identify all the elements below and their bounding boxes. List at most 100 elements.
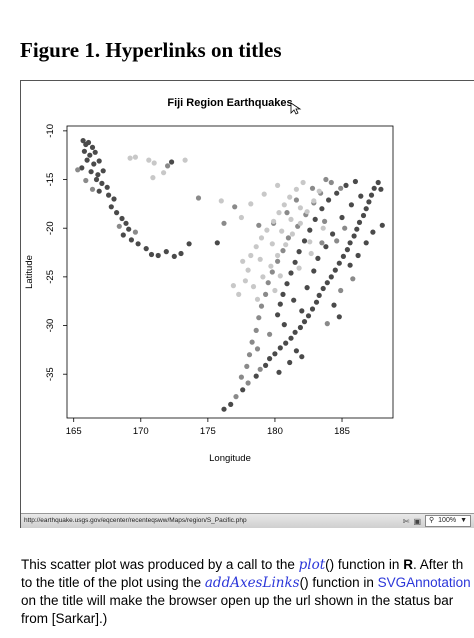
data-point <box>275 258 281 264</box>
data-point <box>304 209 310 215</box>
data-point <box>340 253 346 259</box>
data-point <box>351 233 357 239</box>
data-point <box>244 363 250 369</box>
data-point <box>319 240 325 246</box>
data-point <box>344 247 350 253</box>
data-point <box>99 180 105 186</box>
data-point <box>88 169 94 175</box>
data-point <box>182 157 188 163</box>
data-point <box>75 167 81 173</box>
caption-text: to the title of the plot using the <box>21 575 205 590</box>
x-tick-label: 180 <box>267 426 283 437</box>
data-point <box>245 267 251 273</box>
data-point <box>83 177 89 184</box>
data-point <box>236 291 242 297</box>
data-point <box>256 315 262 321</box>
data-point <box>338 287 344 294</box>
data-point <box>301 319 308 325</box>
data-point <box>316 292 322 298</box>
data-point <box>106 192 112 198</box>
data-point <box>296 249 302 255</box>
data-point <box>288 216 294 222</box>
x-tick-label: 185 <box>334 426 350 437</box>
data-point <box>343 182 349 188</box>
data-point <box>95 172 101 178</box>
data-point <box>277 301 283 307</box>
data-point <box>275 182 281 188</box>
data-point <box>143 246 149 252</box>
data-point <box>250 284 257 290</box>
data-point <box>338 185 344 191</box>
data-point <box>280 248 286 254</box>
data-point <box>85 139 92 146</box>
data-point <box>272 287 278 294</box>
data-point <box>358 193 364 199</box>
data-point <box>163 249 169 255</box>
data-point <box>285 235 291 241</box>
data-point <box>313 299 320 305</box>
data-point <box>269 241 275 247</box>
zoom-icon: ⚲ <box>429 517 435 524</box>
data-point <box>155 252 161 259</box>
data-point <box>366 199 372 205</box>
data-point <box>126 226 132 232</box>
data-point <box>277 273 283 279</box>
data-point <box>242 278 248 284</box>
data-point <box>307 227 313 233</box>
data-point <box>178 250 184 257</box>
data-point <box>267 331 273 337</box>
data-point <box>360 212 367 219</box>
data-point <box>248 201 254 207</box>
x-tick-label: 165 <box>66 426 82 437</box>
data-point <box>256 222 262 228</box>
data-point <box>322 218 328 224</box>
data-point <box>279 228 285 234</box>
caption-text: () function in <box>325 557 404 572</box>
chart-title[interactable]: Fiji Region Earthquakes <box>167 97 292 109</box>
data-point <box>299 354 305 360</box>
function-link-plot[interactable]: plot <box>298 557 326 573</box>
data-point <box>293 197 299 203</box>
zoom-select[interactable]: ⚲ 100% ▼ <box>425 515 471 527</box>
data-point <box>264 227 270 233</box>
data-point <box>186 241 192 247</box>
data-point <box>331 302 337 308</box>
data-point <box>284 210 290 216</box>
data-point <box>283 242 289 248</box>
data-point <box>260 274 266 280</box>
x-tick-label: 175 <box>200 426 216 437</box>
scatter-plot: Fiji Region Earthquakes 165 170 175 180 185 … <box>24 97 394 464</box>
data-point <box>132 154 138 160</box>
points-layer <box>75 138 385 412</box>
data-point <box>253 373 259 379</box>
function-link-addaxeslinks[interactable]: addAxesLinks <box>204 575 300 591</box>
y-axis-label: Latitude <box>24 255 35 289</box>
image-icon[interactable]: ▣ <box>413 516 422 526</box>
svgannotation-link[interactable]: SVGAnnotation <box>377 575 471 590</box>
caption-line-1: This scatter plot was produced by a call… <box>21 556 474 574</box>
data-point <box>350 276 356 282</box>
data-point <box>276 210 282 216</box>
data-point <box>297 220 303 226</box>
data-point <box>240 387 246 393</box>
data-point <box>308 250 314 257</box>
data-point <box>355 252 361 259</box>
data-point <box>305 313 312 319</box>
data-point <box>258 303 265 309</box>
data-point <box>379 222 385 228</box>
data-point <box>119 215 125 222</box>
y-tick-label: -30 <box>45 319 56 333</box>
data-point <box>111 196 117 202</box>
browser-status-bar: http://earthquake.usgs.gov/eqcenter/rece… <box>21 513 474 528</box>
data-point <box>281 322 287 328</box>
data-point <box>245 380 251 386</box>
data-point <box>334 238 340 244</box>
data-point <box>267 356 273 362</box>
cursor-icon[interactable]: ✄ <box>402 516 410 526</box>
data-point <box>135 241 141 247</box>
data-point <box>148 251 155 258</box>
data-point <box>336 260 342 266</box>
data-point <box>378 186 384 192</box>
caption-bold-r: R <box>403 557 413 572</box>
data-point <box>238 374 244 380</box>
